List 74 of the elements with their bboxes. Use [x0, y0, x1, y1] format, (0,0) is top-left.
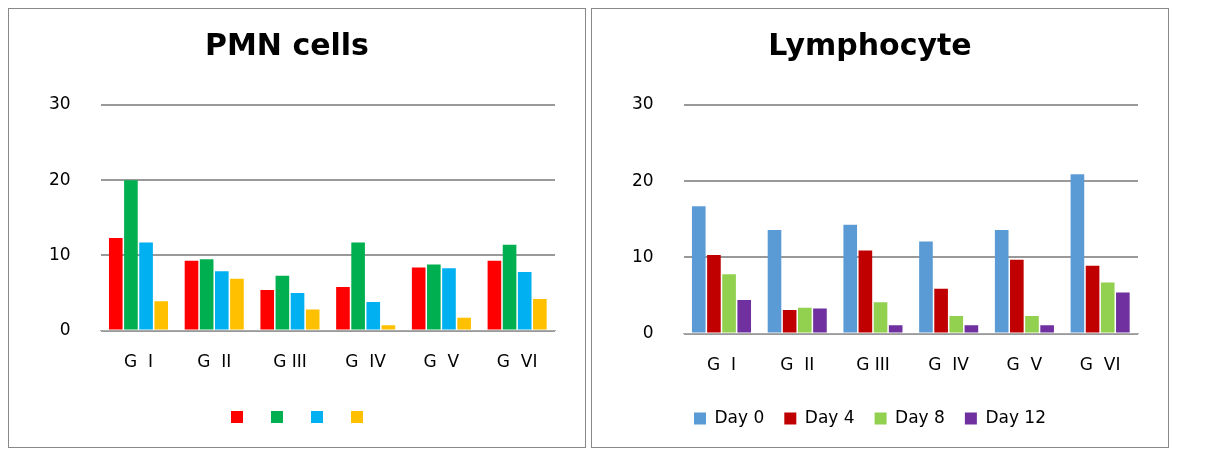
y-tick-label: 0 [59, 319, 71, 340]
y-tick-label: 20 [48, 168, 71, 189]
bar [487, 260, 502, 330]
bar [888, 325, 903, 333]
bar [502, 244, 517, 330]
bar [366, 302, 381, 330]
bar [124, 180, 138, 330]
bar [813, 308, 827, 333]
x-tick-label: G I [707, 354, 736, 375]
chart-title: Lymphocyte [768, 26, 972, 62]
x-tick-label: G VI [1079, 354, 1121, 375]
bar [1070, 174, 1085, 333]
y-tick-label: 10 [48, 243, 71, 264]
bar [457, 317, 471, 330]
bar [873, 302, 888, 333]
bar [722, 274, 736, 333]
bar [517, 271, 532, 330]
x-tick-label: G II [197, 351, 232, 372]
bar [336, 286, 350, 330]
bar [411, 267, 426, 330]
bar [1116, 292, 1130, 333]
bar [108, 238, 123, 330]
x-tick-label: G IV [345, 351, 387, 372]
legend-label: Day 0 [714, 406, 765, 427]
bar [139, 242, 153, 330]
legend-label: Day 12 [985, 406, 1046, 427]
bar [1100, 282, 1115, 333]
legend-label: Day 8 [895, 406, 945, 427]
bar [533, 299, 547, 330]
bar [260, 289, 275, 330]
bar [214, 271, 229, 330]
bar [427, 264, 441, 330]
bar [381, 325, 396, 330]
bar [797, 307, 812, 333]
x-tick-label: G III [856, 354, 890, 375]
bar [184, 260, 199, 330]
bar [782, 309, 797, 333]
bar [199, 259, 214, 330]
bar [290, 293, 305, 330]
bar [275, 275, 290, 330]
y-tick-label: 20 [631, 169, 654, 190]
y-tick-label: 30 [48, 93, 71, 114]
y-tick-label: 0 [642, 322, 654, 343]
bar [707, 255, 721, 333]
bar [154, 301, 169, 330]
bar [858, 250, 873, 333]
x-tick-label: G IV [928, 354, 970, 375]
y-tick-label: 30 [631, 93, 654, 114]
x-tick-label: G VI [496, 351, 538, 372]
x-tick-label: G III [273, 351, 307, 372]
legend-label: Day 4 [804, 406, 855, 427]
bar [1040, 325, 1054, 333]
x-tick-label: G V [1006, 354, 1043, 375]
x-tick-label: G I [124, 351, 153, 372]
bar [305, 309, 320, 330]
bar [691, 206, 706, 333]
bar [767, 229, 782, 333]
bar [737, 300, 752, 333]
x-tick-label: G V [423, 351, 460, 372]
bar [919, 241, 933, 333]
chart-title: PMN cells [205, 26, 369, 62]
bar [442, 268, 456, 330]
bar [1025, 316, 1039, 333]
bar [994, 229, 1009, 333]
bar [1010, 259, 1024, 333]
x-tick-label: G II [780, 354, 815, 375]
bar [351, 242, 365, 330]
bar [1085, 265, 1100, 333]
bar [934, 288, 948, 333]
bar [949, 316, 964, 333]
bar [843, 224, 858, 333]
y-tick-label: 10 [631, 245, 654, 266]
bar [230, 278, 244, 330]
bar [964, 325, 979, 333]
